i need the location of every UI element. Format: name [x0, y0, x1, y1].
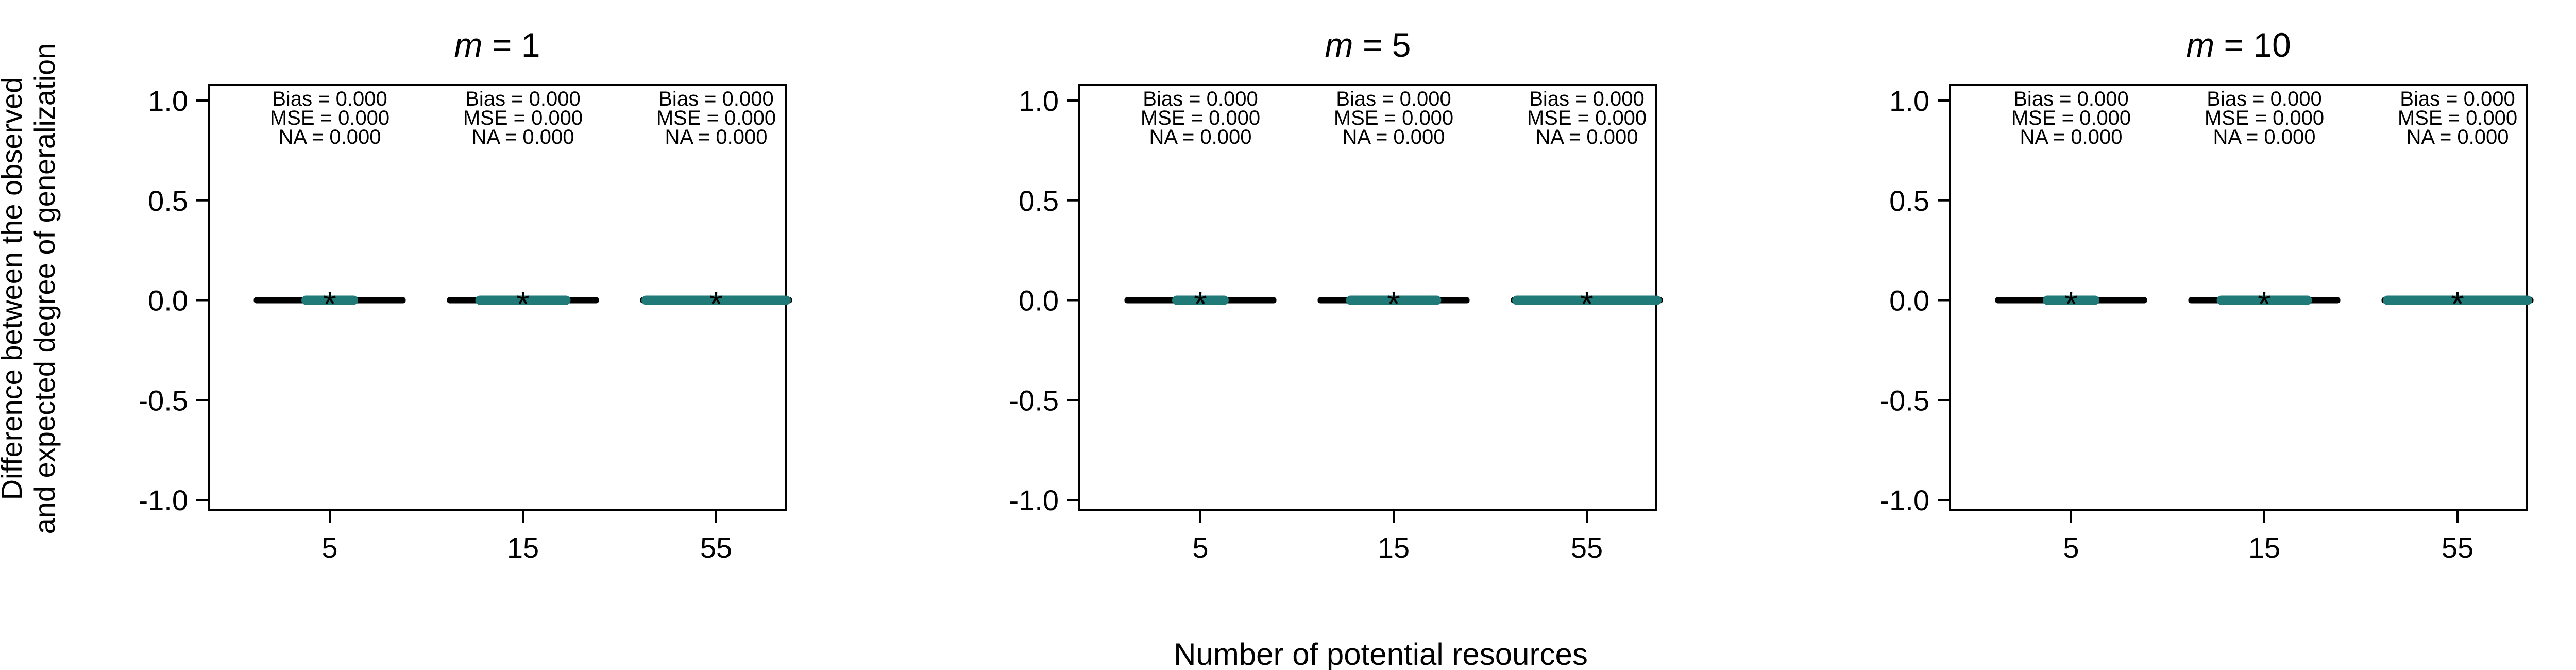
box-inner-5: [1172, 295, 1229, 305]
panel-1: m = 1 1.0 0.5 0.0 -0.5 -1.0 5 15 55 * Bias = 0.000…: [139, 26, 792, 564]
median-marker: *: [516, 285, 530, 323]
x-tick-label: 55: [700, 531, 732, 564]
mse-label: MSE = 0.000: [1527, 107, 1647, 129]
median-marker: *: [323, 285, 336, 323]
y-tick-label: -1.0: [139, 484, 189, 516]
x-tick-label: 15: [2248, 531, 2280, 564]
panel-title-value: = 5: [1353, 26, 1411, 64]
bias-label: Bias = 0.000: [465, 88, 581, 110]
mse-label: MSE = 0.000: [2011, 107, 2131, 129]
panel-title: m = 10: [2186, 26, 2291, 64]
median-marker: *: [1194, 285, 1207, 323]
box-inner-55: [641, 295, 791, 305]
median-marker: *: [2451, 285, 2464, 323]
mse-label: MSE = 0.000: [2205, 107, 2324, 129]
x-tick-label: 55: [2442, 531, 2473, 564]
panels: m = 11.00.50.0-0.5-1.05 15 55*Bias = 0.000…: [139, 26, 2534, 564]
bias-label: Bias = 0.000: [2013, 88, 2129, 110]
x-axis-label: Number of potential resources: [1174, 637, 1588, 670]
x-tick-label: 5: [2063, 531, 2079, 564]
y-tick-label: 0.5: [1019, 185, 1059, 217]
mse-label: MSE = 0.000: [2398, 107, 2517, 129]
y-tick-label: -1.0: [1009, 484, 1059, 516]
box-inner-55: [1512, 295, 1662, 305]
x-tick-label: 15: [1378, 531, 1410, 564]
na-label: NA = 0.000: [1149, 126, 1251, 148]
y-tick-label: 0.0: [148, 284, 188, 317]
x-tick-label: 55: [1571, 531, 1603, 564]
y-tick-label: 1.0: [148, 85, 188, 117]
y-tick-label: 0.5: [1889, 185, 1929, 217]
y-axis-label-line1: Difference between the observed: [0, 77, 28, 500]
median-marker: *: [2258, 285, 2271, 323]
y-tick-label: -0.5: [1880, 384, 1930, 416]
mse-label: MSE = 0.000: [656, 107, 776, 129]
na-label: NA = 0.000: [471, 126, 574, 148]
na-label: NA = 0.000: [2020, 126, 2122, 148]
bias-label: Bias = 0.000: [1336, 88, 1451, 110]
box-inner-5: [301, 295, 358, 305]
box-inner-15: [1346, 295, 1442, 305]
na-label: NA = 0.000: [1535, 126, 1638, 148]
panel-title-value: = 10: [2214, 26, 2291, 64]
mse-label: MSE = 0.000: [463, 107, 583, 129]
x-tick-label: 15: [507, 531, 539, 564]
panel-title-variable: m: [2186, 26, 2214, 64]
y-tick-label: 1.0: [1019, 85, 1059, 117]
bias-label: Bias = 0.000: [2207, 88, 2322, 110]
mse-label: MSE = 0.000: [1334, 107, 1453, 129]
mse-label: MSE = 0.000: [270, 107, 389, 129]
na-label: NA = 0.000: [1342, 126, 1445, 148]
na-label: NA = 0.000: [665, 126, 767, 148]
panel-title-variable: m: [1325, 26, 1353, 64]
y-tick-label: 0.5: [148, 185, 188, 217]
bias-label: Bias = 0.000: [1529, 88, 1645, 110]
box-inner-15: [475, 295, 571, 305]
bias-label: Bias = 0.000: [272, 88, 387, 110]
y-tick-label: -1.0: [1880, 484, 1930, 516]
panel-3: m = 10 1.0 0.5 0.0 -0.5 -1.0 5 15 55 * Bias = 0.00…: [1880, 26, 2534, 564]
box-inner-15: [2216, 295, 2312, 305]
na-label: NA = 0.000: [2406, 126, 2509, 148]
panel-2: m = 5 1.0 0.5 0.0 -0.5 -1.0 5 15 55 * Bias = 0.000…: [1009, 26, 1663, 564]
bias-label: Bias = 0.000: [658, 88, 774, 110]
mse-label: MSE = 0.000: [1141, 107, 1260, 129]
median-marker: *: [709, 285, 723, 323]
median-marker: *: [1387, 285, 1400, 323]
median-marker: *: [2064, 285, 2078, 323]
panel-title-value: = 1: [483, 26, 540, 64]
x-tick-label: 5: [1192, 531, 1208, 564]
bias-label: Bias = 0.000: [2400, 88, 2515, 110]
na-label: NA = 0.000: [2213, 126, 2315, 148]
y-tick-label: -0.5: [139, 384, 189, 416]
bias-label: Bias = 0.000: [1143, 88, 1258, 110]
panel-title: m = 5: [1325, 26, 1411, 64]
y-tick-label: -0.5: [1009, 384, 1059, 416]
na-label: NA = 0.000: [278, 126, 381, 148]
x-tick-label: 5: [321, 531, 337, 564]
y-tick-label: 0.0: [1019, 284, 1059, 317]
box-inner-5: [2043, 295, 2099, 305]
y-axis-label-line2: and expected degree of generalization: [28, 43, 61, 534]
box-inner-55: [2383, 295, 2532, 305]
panel-title-variable: m: [454, 26, 483, 64]
median-marker: *: [1580, 285, 1594, 323]
y-tick-label: 1.0: [1889, 85, 1929, 117]
panel-title: m = 1: [454, 26, 540, 64]
y-tick-label: 0.0: [1889, 284, 1929, 317]
